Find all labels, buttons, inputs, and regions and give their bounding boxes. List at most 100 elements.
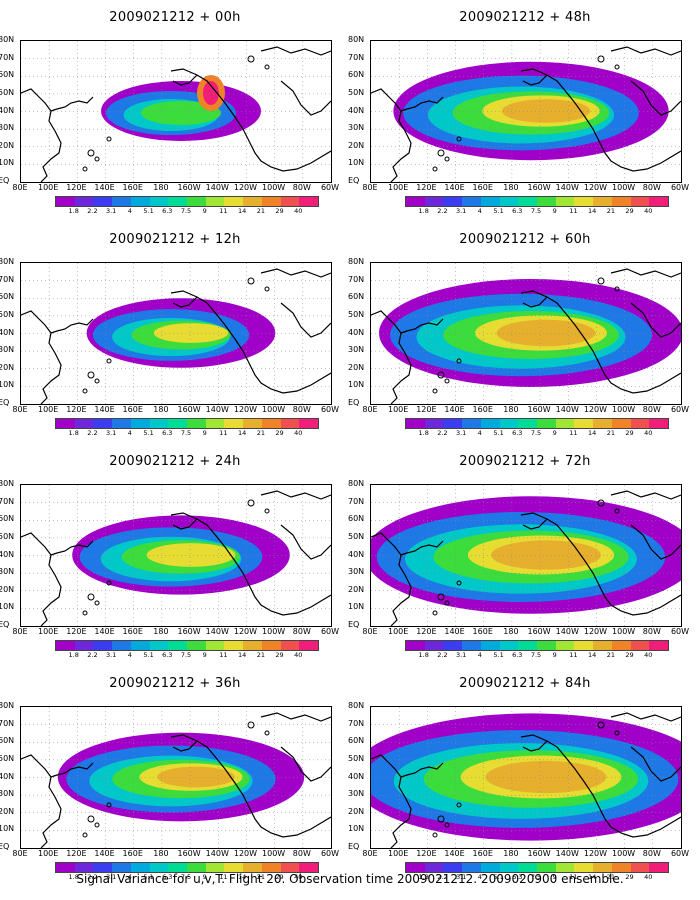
legend-value-label: 5.1 — [493, 429, 504, 437]
legend-value-label: 1.8 — [68, 873, 79, 881]
legend-value-label: 21 — [256, 429, 265, 437]
legend-value-label: 4 — [127, 651, 132, 659]
coastline — [170, 290, 331, 394]
longitude-tick-label: 100E — [38, 183, 59, 192]
longitude-tick-label: 160E — [122, 849, 143, 858]
legend-value-label: 3.1 — [455, 207, 467, 215]
island-outline — [432, 832, 438, 838]
legend-value-label: 1.8 — [418, 207, 429, 215]
variance-field — [21, 707, 331, 848]
island-outline — [432, 388, 438, 394]
legend-value-label: 1.8 — [418, 429, 429, 437]
map-panel: 2009021212 + 48h 80N 70N 60N 50N 40N 30N 20N 10N… — [348, 0, 700, 222]
legend-value-label: 29 — [275, 429, 284, 437]
latitude-tick-label: 40N — [0, 105, 15, 115]
longitude-tick-label: 160E — [472, 405, 493, 414]
legend-value-label: 4 — [477, 651, 482, 659]
legend-swatch — [74, 419, 94, 428]
legend-swatch — [462, 863, 481, 872]
legend-value-label: 40 — [294, 651, 303, 659]
variance-contour — [496, 319, 596, 347]
longitude-tick-label: 80W — [642, 627, 661, 636]
legend-value-label: 3.1 — [105, 651, 117, 659]
legend-swatch — [537, 863, 556, 872]
legend-value-label: 2.2 — [87, 207, 98, 215]
panel-title: 2009021212 + 60h — [459, 232, 591, 247]
legend-swatch — [187, 419, 206, 428]
longitude-tick-label: 120E — [66, 183, 87, 192]
legend-value-label: 14 — [238, 207, 247, 215]
coastline — [50, 762, 94, 778]
island-outline — [456, 358, 462, 364]
longitude-tick-label: 140W — [205, 405, 229, 414]
legend-value-label: 40 — [294, 873, 303, 881]
latitude-tick-label: 60N — [348, 70, 365, 80]
panel-title: 2009021212 + 12h — [109, 232, 241, 247]
legend-labels: 1.8 2.2 3.1 4 5.1 6.3 7.5 9 11 14 21 29 40 — [405, 429, 667, 438]
legend-swatch — [518, 641, 538, 650]
latitude-tick-label: 30N — [0, 123, 15, 133]
legend-value-label: 11 — [219, 651, 228, 659]
legend-value-label: 11 — [569, 651, 578, 659]
legend-labels: 1.8 2.2 3.1 4 5.1 6.3 7.5 9 11 14 21 29 40 — [405, 873, 667, 882]
longitude-tick-label: 140E — [94, 627, 115, 636]
legend-labels: 1.8 2.2 3.1 4 5.1 6.3 7.5 9 11 14 21 29 40 — [55, 651, 317, 660]
latitude-tick-label: 30N — [348, 345, 365, 355]
legend-value-label: 5.1 — [143, 873, 154, 881]
legend-swatch — [630, 641, 650, 650]
legend-swatch — [149, 197, 169, 206]
legend-swatch — [499, 863, 519, 872]
longitude-tick-label: 120E — [66, 405, 87, 414]
latitude-tick-label: 20N — [348, 140, 365, 150]
coastline — [172, 740, 198, 752]
latitude-tick-label: 40N — [0, 327, 15, 337]
longitude-tick-label: 80W — [292, 849, 311, 858]
longitude-tick-label: 100W — [612, 405, 636, 414]
legend-value-label: 9 — [202, 651, 207, 659]
map-plot-area — [370, 40, 682, 183]
longitude-tick-label: 160W — [177, 405, 201, 414]
legend-swatch — [280, 197, 300, 206]
legend-swatch — [187, 863, 206, 872]
legend-swatch — [649, 197, 669, 206]
legend-swatch — [56, 197, 75, 206]
longitude-tick-label: 140E — [94, 183, 115, 192]
longitude-tick-label: 160E — [472, 849, 493, 858]
longitude-tick-label: 80E — [12, 849, 28, 858]
island-outline — [106, 136, 112, 142]
legend-swatch — [224, 641, 244, 650]
longitude-tick-label: 120W — [233, 849, 258, 858]
legend-swatch — [518, 863, 538, 872]
coastline — [260, 268, 331, 278]
coastline — [170, 734, 331, 838]
latitude-tick-label: 60N — [0, 70, 15, 80]
legend-swatch — [462, 197, 481, 206]
variance-field — [371, 707, 681, 848]
legend-value-label: 21 — [606, 651, 615, 659]
longitude-tick-label: 60W — [320, 627, 340, 636]
coastline — [630, 746, 681, 782]
legend-value-label: 11 — [219, 207, 228, 215]
latitude-tick-label: 30N — [0, 567, 15, 577]
coastline — [630, 524, 681, 560]
longitude-tick-label: 140E — [94, 405, 115, 414]
coastline — [172, 74, 198, 86]
latitude-tick-label: 30N — [348, 567, 365, 577]
color-legend — [405, 196, 669, 207]
map-plot-area — [370, 484, 682, 627]
legend-swatch — [574, 197, 594, 206]
longitude-tick-label: 140W — [555, 849, 579, 858]
variance-field — [371, 263, 681, 404]
legend-swatch — [280, 641, 300, 650]
longitude-tick-label: 60W — [670, 405, 690, 414]
island-outline — [94, 822, 100, 828]
latitude-tick-label: 50N — [348, 87, 365, 97]
coastline — [522, 740, 548, 752]
variance-field — [21, 263, 331, 404]
color-legend — [55, 862, 319, 873]
legend-swatch — [611, 641, 631, 650]
longitude-tick-label: 100W — [262, 405, 286, 414]
legend-swatch — [74, 641, 94, 650]
legend-value-label: 40 — [294, 207, 303, 215]
variance-field — [371, 485, 681, 626]
